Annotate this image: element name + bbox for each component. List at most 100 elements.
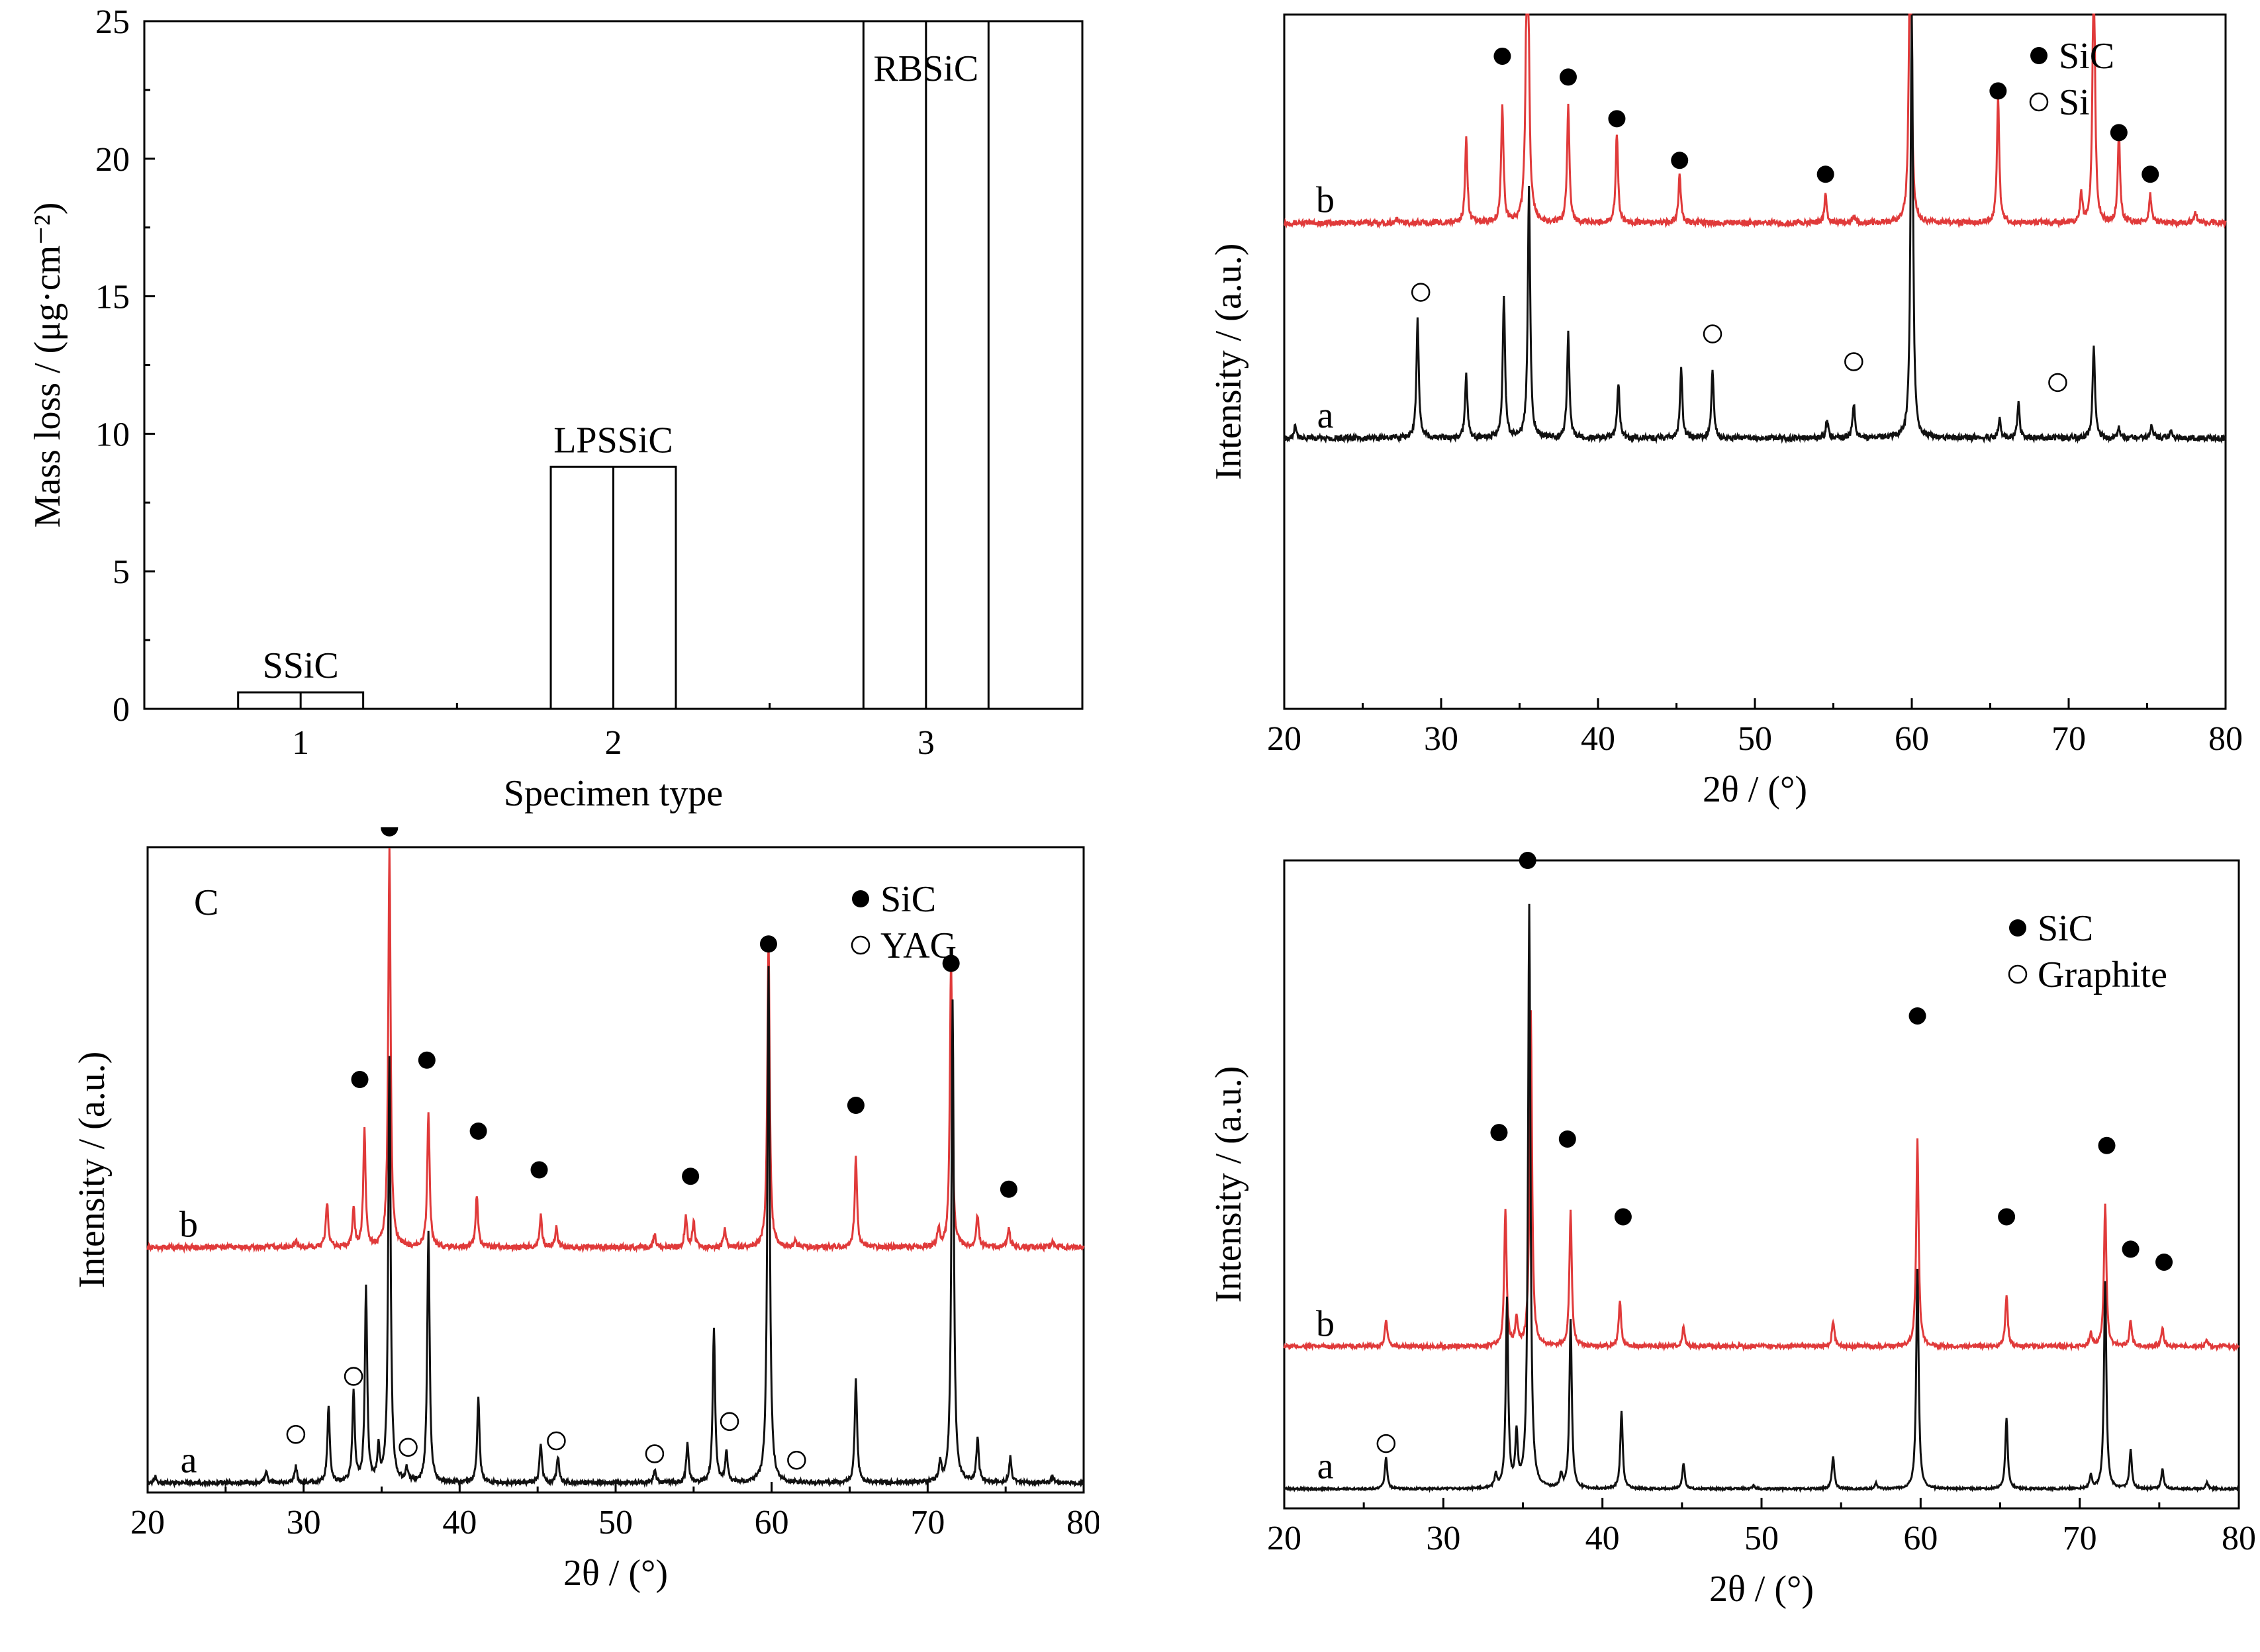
x-tick-label: 30: [1426, 1520, 1460, 1557]
x-tick-label: 80: [1066, 1504, 1099, 1541]
sic-marker: [351, 1071, 369, 1088]
sic-marker: [1989, 82, 2007, 100]
y-tick-label: 5: [113, 553, 130, 591]
panel-label: C: [194, 882, 218, 923]
x-tick-label: 2: [605, 724, 622, 762]
sic-marker: [1493, 47, 1511, 65]
sic-marker: [2122, 1240, 2140, 1258]
y-tick-label: 20: [95, 141, 130, 179]
x-tick-label: 20: [1267, 720, 1301, 758]
sic-marker: [847, 1097, 865, 1114]
y-axis-label: Mass loss / (μg·cm⁻²): [27, 203, 68, 528]
x-tick-label: 40: [442, 1504, 477, 1541]
x-tick-label: 30: [1424, 720, 1458, 758]
x-tick-label: 60: [1895, 720, 1929, 758]
sic-marker: [759, 935, 777, 953]
x-tick-label: 50: [598, 1504, 633, 1541]
phase-marker: [344, 1367, 363, 1386]
phase-marker: [547, 1431, 566, 1451]
series-label-a: a: [181, 1440, 197, 1481]
phase-marker: [787, 1451, 806, 1470]
sic-marker: [1558, 1130, 1576, 1148]
series-label-a: a: [1317, 395, 1334, 436]
sic-marker: [2155, 1253, 2173, 1271]
mass-loss-panel: 0 5 10 15 20 25 1 2 3 SSiC LPSSiC RBSiC Specimen typ…: [0, 0, 1099, 814]
sic-marker: [1908, 1007, 1926, 1025]
series-line-b: [1284, 13, 2227, 229]
x-axis-label: Specimen type: [504, 773, 723, 814]
x-tick-label: 20: [1267, 1520, 1301, 1557]
x-tick-label: 60: [1903, 1520, 1938, 1557]
bar-label: RBSiC: [873, 48, 978, 89]
sic-marker: [530, 1161, 548, 1179]
phase-marker: [2048, 373, 2067, 392]
x-tick-label: 40: [1581, 720, 1615, 758]
series-line-a: [146, 966, 1084, 1489]
legend-marker-open: [2029, 92, 2049, 112]
x-axis-label: 2θ / (°): [563, 1553, 668, 1594]
legend-marker-filled: [852, 890, 869, 907]
x-tick-label: 60: [755, 1504, 789, 1541]
phase-marker: [1844, 352, 1863, 371]
series-label-a: a: [1317, 1446, 1334, 1487]
sic-marker: [1614, 1208, 1632, 1226]
x-tick-label: 70: [2063, 1520, 2097, 1557]
legend-label: Graphite: [2038, 954, 2167, 995]
y-axis-label: Intensity / (a.u.): [1208, 244, 1249, 481]
xrd-ssic-panel: 20 30 40 50 60 70 80 b a SiC Graphite 2θ / (°) Inten…: [1165, 827, 2260, 1652]
legend-marker-filled: [2009, 919, 2026, 937]
phase-marker: [286, 1425, 306, 1444]
xrd-lpssic-panel: 20 30 40 50 60 70 80 b a SiC YAG C 2θ / (°) Intensity…: [0, 827, 1099, 1652]
legend-label: Si: [2059, 82, 2090, 123]
xrd-rbsic-panel: 20 30 40 50 60 70 80 b a SiC Si 2θ / (°) Intensity /…: [1165, 0, 2260, 814]
phase-marker: [720, 1412, 739, 1431]
sic-marker: [2110, 124, 2128, 142]
legend-marker-filled: [2030, 47, 2048, 64]
legend-label: SiC: [2038, 908, 2093, 949]
legend-marker-open: [851, 935, 871, 955]
sic-marker: [1816, 165, 1834, 183]
x-tick-label: 50: [1744, 1520, 1779, 1557]
xrd-lpssic-chart: 20 30 40 50 60 70 80 b a SiC YAG C 2θ / (°) Intensity…: [71, 827, 1099, 1594]
phase-marker: [645, 1444, 665, 1463]
x-tick-label: 80: [2208, 720, 2243, 758]
sic-marker: [1998, 1208, 2016, 1226]
sic-marker: [682, 1168, 700, 1185]
sic-marker: [1519, 852, 1536, 869]
legend-marker-open: [2008, 964, 2028, 984]
sic-marker: [418, 1051, 436, 1069]
x-tick-label: 3: [918, 724, 935, 762]
bar-label: SSiC: [263, 645, 339, 686]
legend-label: SiC: [880, 879, 936, 920]
sic-marker: [1559, 68, 1577, 86]
y-tick-label: 0: [113, 691, 130, 729]
x-tick-label: 20: [130, 1504, 165, 1541]
sic-marker: [381, 827, 399, 837]
series-label-b: b: [1316, 180, 1335, 221]
phase-marker: [1703, 324, 1722, 344]
y-tick-label: 25: [95, 3, 130, 41]
x-tick-label: 40: [1585, 1520, 1620, 1557]
legend-label: YAG: [880, 925, 957, 966]
x-tick-label: 70: [2051, 720, 2086, 758]
x-tick-label: 1: [292, 724, 309, 762]
series-line-a: [1283, 903, 2240, 1494]
legend-label: SiC: [2059, 36, 2114, 77]
xrd-ssic-chart: 20 30 40 50 60 70 80 b a SiC Graphite 2θ / (°) Inten…: [1208, 852, 2256, 1610]
sic-marker: [942, 954, 960, 972]
series-label-b: b: [179, 1205, 198, 1246]
phase-marker: [1376, 1434, 1396, 1453]
series-line-a: [1283, 14, 2227, 444]
x-tick-label: 80: [2222, 1520, 2256, 1557]
sic-marker: [1608, 110, 1626, 128]
x-tick-label: 50: [1738, 720, 1772, 758]
sic-marker: [2098, 1136, 2116, 1154]
x-tick-label: 70: [910, 1504, 945, 1541]
mass-loss-bar-chart: 0 5 10 15 20 25 1 2 3 SSiC LPSSiC RBSiC Specimen typ…: [27, 3, 1084, 814]
series-line-b: [146, 847, 1085, 1254]
sic-marker: [469, 1123, 487, 1140]
phase-marker: [399, 1438, 418, 1457]
x-tick-label: 30: [287, 1504, 321, 1541]
xrd-rbsic-chart: 20 30 40 50 60 70 80 b a SiC Si 2θ / (°) Intensity /…: [1208, 13, 2243, 810]
series-label-b: b: [1316, 1303, 1335, 1344]
